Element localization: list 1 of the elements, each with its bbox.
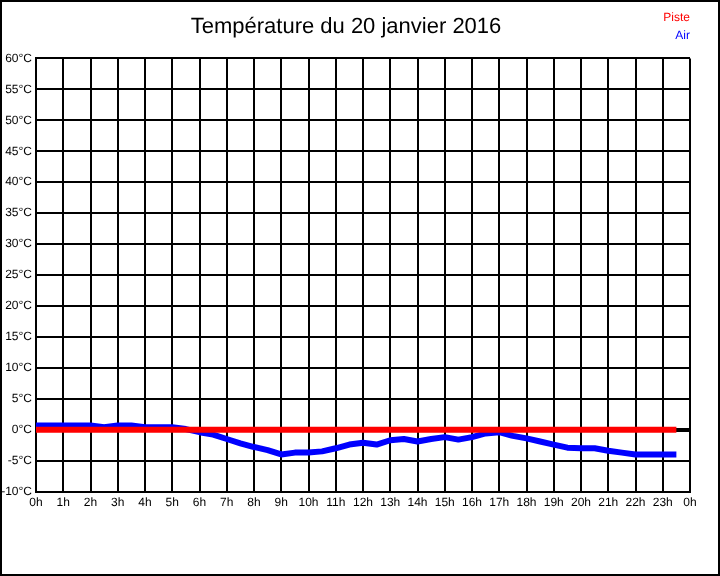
chart-title: Température du 20 janvier 2016 [190, 15, 502, 40]
